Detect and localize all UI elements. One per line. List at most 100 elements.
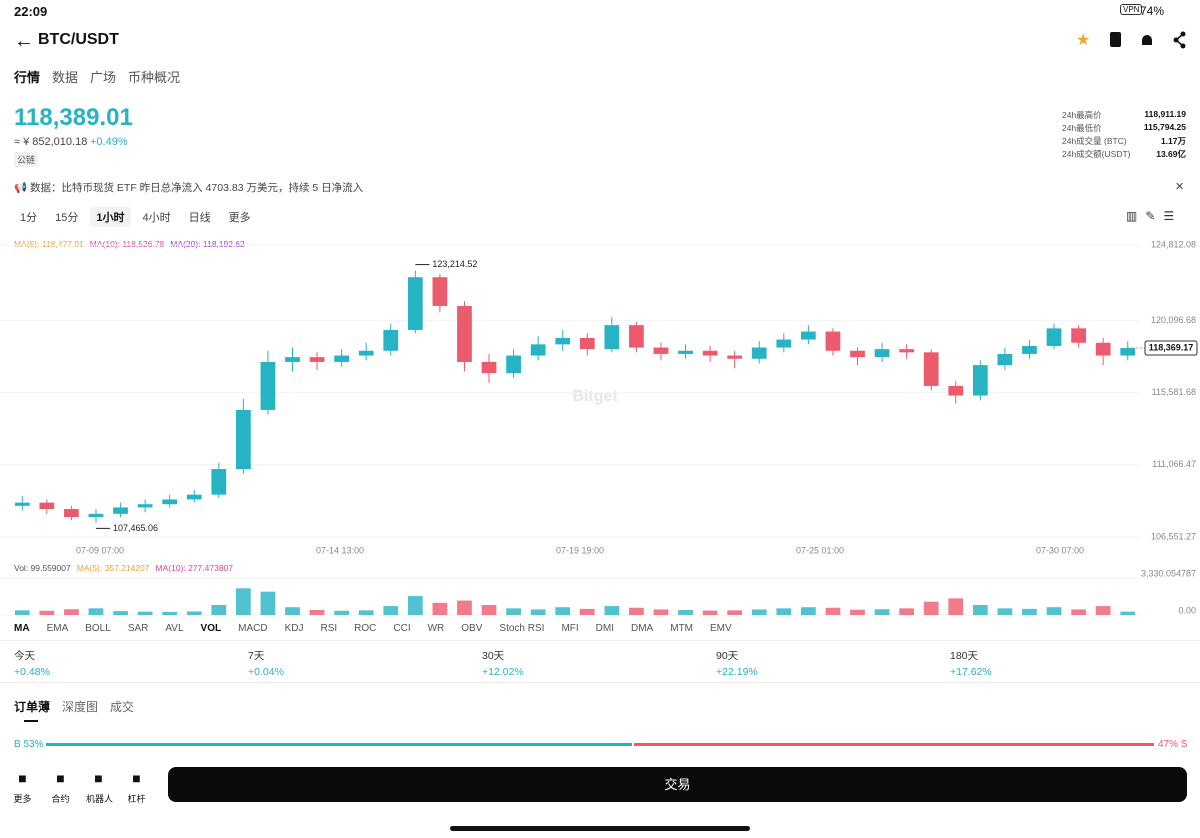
- interval[interactable]: 4小时: [142, 212, 171, 224]
- indicator[interactable]: WR: [427, 623, 445, 634]
- indicator[interactable]: RSI: [320, 623, 338, 634]
- perf-label: 30天: [482, 650, 505, 662]
- candle-body: [629, 325, 644, 348]
- candle-body: [14, 502, 30, 506]
- x-tick-label: 07-25 01:00: [796, 545, 844, 555]
- vpn: VPN: [1120, 4, 1143, 15]
- nav-label: 机器人: [86, 794, 114, 804]
- volume-bar: [1046, 607, 1062, 615]
- candle-body: [776, 339, 792, 348]
- news-text: 数据：比特币现货 ETF 昨日总净流入 4703.83 万美元，持续 5 日净流…: [30, 182, 364, 194]
- last-label: 118,369.17: [1149, 342, 1194, 352]
- candle-body: [186, 494, 202, 500]
- indicator[interactable]: DMI: [595, 623, 614, 634]
- tab[interactable]: 广场: [90, 70, 117, 85]
- volume-bar: [358, 610, 374, 615]
- indicator[interactable]: CCI: [393, 623, 411, 634]
- nav-item[interactable]: ■ 更多: [10, 770, 35, 805]
- perf-item: 90天 +22.19%: [716, 648, 758, 678]
- volume-bar: [260, 591, 276, 615]
- candle-body: [162, 499, 178, 505]
- close[interactable]: ✕: [1175, 181, 1185, 193]
- candle-body: [727, 355, 743, 359]
- indicator[interactable]: Stoch RSI: [499, 623, 545, 634]
- header-icons: [1110, 31, 1186, 49]
- book-tab[interactable]: 深度图: [62, 700, 99, 714]
- nav-item[interactable]: ■ 机器人: [86, 770, 114, 805]
- divider: [0, 682, 1200, 683]
- indicator[interactable]: EMV: [710, 623, 732, 634]
- candle-body: [579, 337, 595, 350]
- book-tab[interactable]: 订单薄: [14, 700, 51, 714]
- interval[interactable]: 15分: [55, 212, 79, 224]
- indicator[interactable]: MTM: [670, 623, 694, 634]
- indicator[interactable]: KDJ: [284, 623, 304, 634]
- volume-bar: [899, 608, 914, 615]
- buy-bar: [46, 743, 633, 746]
- indicator[interactable]: DMA: [631, 623, 654, 634]
- indicator[interactable]: OBV: [461, 623, 483, 634]
- interval[interactable]: 日线: [188, 212, 211, 224]
- indicator[interactable]: ROC: [354, 623, 377, 634]
- candle-body: [1120, 348, 1136, 356]
- stat-value: 115,794.25: [1143, 122, 1186, 132]
- indicator[interactable]: MA: [14, 623, 30, 634]
- volume-bar: [727, 610, 743, 615]
- ma-legend: MA(5): 118,477.91 MA(10): 118,526.78 MA(20…: [14, 239, 245, 249]
- favorite[interactable]: ★: [1076, 32, 1091, 49]
- volume-bar: [1120, 611, 1136, 615]
- x-tick-label: 07-30 07:00: [1036, 545, 1084, 555]
- tabs: 行情 数据 广场 币种概况: [14, 67, 180, 86]
- candle-body: [358, 350, 374, 356]
- interval[interactable]: 更多: [228, 212, 251, 224]
- ma-label: MA(20): 118,192.62: [170, 239, 245, 249]
- indicator[interactable]: BOLL: [85, 623, 111, 634]
- ratio-bar: [46, 743, 1154, 746]
- indicator[interactable]: EMA: [46, 623, 69, 634]
- nav-item[interactable]: ■ 杠杆: [124, 770, 149, 805]
- tab[interactable]: 币种概况: [128, 70, 181, 85]
- candle-body: [702, 350, 718, 356]
- tab[interactable]: 行情: [14, 70, 41, 85]
- perf-item: 180天 +17.62%: [950, 648, 992, 678]
- interval[interactable]: 1小时: [90, 207, 131, 227]
- stat-label: 24h成交量 (BTC): [1062, 136, 1127, 146]
- indicator[interactable]: AVL: [165, 623, 184, 634]
- low-label: 107,465.06: [113, 523, 158, 533]
- nav-item[interactable]: ■ 合约: [48, 770, 73, 805]
- candle-body: [555, 337, 571, 345]
- battery: 74%: [1140, 4, 1165, 18]
- perf-value: +12.02%: [482, 666, 524, 678]
- stat-value: 13.69亿: [1156, 149, 1186, 159]
- back[interactable]: ←: [14, 30, 34, 52]
- candle-body: [113, 507, 128, 514]
- candle-body: [309, 357, 325, 362]
- indicator[interactable]: VOL: [200, 623, 222, 634]
- indicator[interactable]: MFI: [561, 623, 579, 634]
- volume-bar: [457, 600, 472, 615]
- perf-label: 180天: [950, 650, 979, 662]
- volume-bar: [162, 611, 178, 615]
- book-tabs: 订单薄 深度图 成交: [14, 698, 134, 715]
- volume-bar: [506, 608, 521, 615]
- tab[interactable]: 数据: [52, 70, 79, 85]
- indicator[interactable]: SAR: [127, 623, 149, 634]
- volume-bar: [579, 608, 595, 615]
- last-price: 118,389.01: [14, 104, 133, 131]
- candle-body: [1095, 342, 1111, 356]
- vol-label: MA(5): 357.214207: [76, 563, 150, 573]
- interval[interactable]: 1分: [20, 212, 38, 224]
- candle-body: [751, 347, 767, 359]
- pair[interactable]: BTC/USDT: [38, 31, 119, 48]
- stats: 24h最高价 118,911.19 24h最低价 115,794.25 24h成交量 (…: [1062, 109, 1186, 161]
- vol-tick-label: 3,330.054787: [1141, 568, 1196, 578]
- volume-bar: [530, 609, 546, 615]
- y-tick-label: 111,066.47: [1152, 459, 1196, 469]
- indicator[interactable]: MACD: [238, 623, 268, 634]
- book-tab[interactable]: 成交: [110, 700, 135, 714]
- ma-label: MA(5): 118,477.91: [14, 239, 84, 249]
- trade-button[interactable]: 交易: [168, 767, 1187, 802]
- candle-body: [850, 350, 865, 358]
- intervals: 1分 15分 1小时 4小时 日线 更多: [14, 207, 257, 227]
